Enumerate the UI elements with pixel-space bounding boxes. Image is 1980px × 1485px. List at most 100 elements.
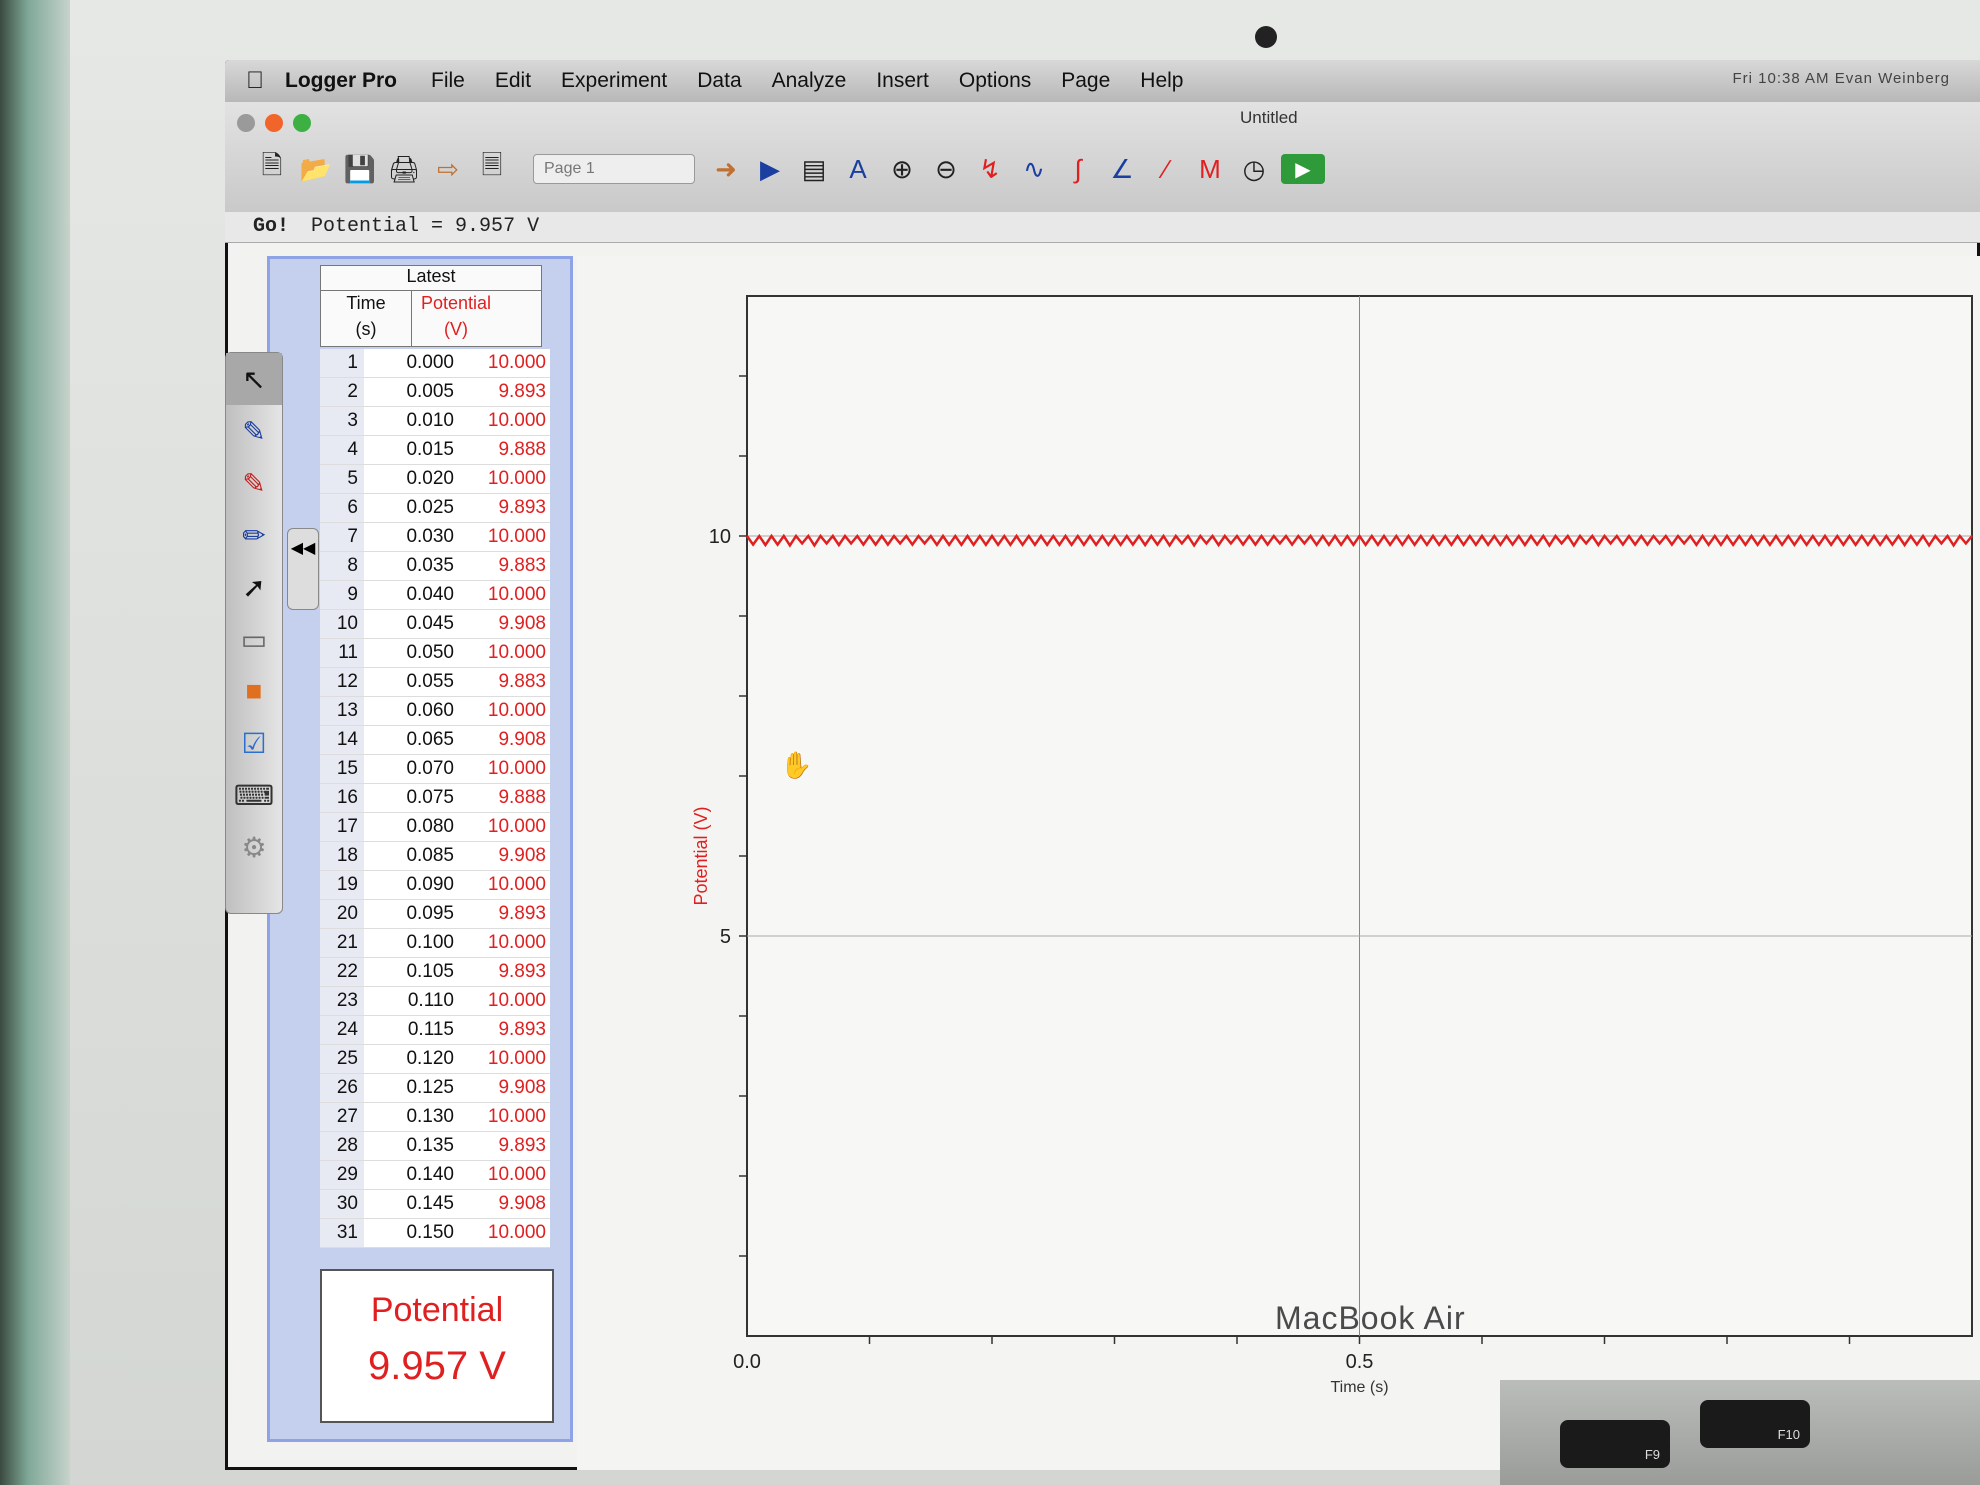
table-row[interactable]: 19 0.090 10.000 xyxy=(320,871,550,900)
cell-potential[interactable]: 9.893 xyxy=(498,1135,546,1156)
export-icon[interactable]: 🗏 xyxy=(481,150,503,180)
tangent-icon[interactable]: ∿ xyxy=(1023,153,1045,184)
cell-time[interactable]: 0.070 xyxy=(406,758,454,779)
cell-potential[interactable]: 9.893 xyxy=(498,961,546,982)
table-row[interactable]: 25 0.120 10.000 xyxy=(320,1045,550,1074)
cell-potential[interactable]: 10.000 xyxy=(487,1164,546,1185)
collapse-palette-button[interactable]: ◀◀ xyxy=(287,528,319,610)
zoom-window-button[interactable] xyxy=(293,114,311,132)
next-page-icon[interactable]: ➜ xyxy=(715,153,737,184)
zoom-in-icon[interactable]: ⊕ xyxy=(891,153,913,184)
table-row[interactable]: 7 0.030 10.000 xyxy=(320,523,550,552)
eraser-icon[interactable]: ▭ xyxy=(240,623,268,655)
cell-potential[interactable]: 9.908 xyxy=(498,1193,546,1214)
data-set-title[interactable]: Latest xyxy=(321,266,541,291)
keyboard-icon[interactable]: ⌨ xyxy=(233,779,275,811)
cell-time[interactable]: 0.015 xyxy=(406,439,454,460)
marker-icon[interactable]: ✏ xyxy=(242,519,266,551)
page-select[interactable]: Page 1 xyxy=(533,154,695,184)
cell-potential[interactable]: 9.893 xyxy=(498,381,546,402)
cell-potential[interactable]: 10.000 xyxy=(487,932,546,953)
cell-time[interactable]: 0.135 xyxy=(406,1135,454,1156)
line-tool-icon[interactable]: ➚ xyxy=(242,571,266,603)
cell-potential[interactable]: 9.888 xyxy=(498,787,546,808)
menu-data[interactable]: Data xyxy=(697,69,742,92)
cell-time[interactable]: 0.045 xyxy=(406,613,454,634)
cell-time[interactable]: 0.010 xyxy=(406,410,454,431)
timer-icon[interactable]: ◷ xyxy=(1242,153,1266,184)
examine-icon[interactable]: ↯ xyxy=(979,153,1001,184)
linear-fit-icon[interactable]: ∕ xyxy=(1163,153,1169,184)
cell-time[interactable]: 0.130 xyxy=(406,1106,454,1127)
table-row[interactable]: 10 0.045 9.908 xyxy=(320,610,550,639)
digital-meter[interactable]: Potential 9.957 V xyxy=(320,1269,554,1423)
cell-potential[interactable]: 10.000 xyxy=(487,1048,546,1069)
cell-time[interactable]: 0.110 xyxy=(407,990,454,1011)
save-icon[interactable]: 💾 xyxy=(343,153,377,184)
table-row[interactable]: 11 0.050 10.000 xyxy=(320,639,550,668)
cell-time[interactable]: 0.095 xyxy=(406,903,454,924)
arrow-pointer-icon[interactable]: ↖ xyxy=(226,353,282,405)
cell-time[interactable]: 0.040 xyxy=(406,584,454,605)
table-row[interactable]: 3 0.010 10.000 xyxy=(320,407,550,436)
close-window-button[interactable] xyxy=(237,114,255,132)
menu-app-name[interactable]: Logger Pro xyxy=(285,69,398,92)
table-row[interactable]: 28 0.135 9.893 xyxy=(320,1132,550,1161)
cell-time[interactable]: 0.120 xyxy=(406,1048,454,1069)
cell-time[interactable]: 0.140 xyxy=(406,1164,454,1185)
column-header-potential[interactable]: Potential (V) xyxy=(411,290,501,346)
cell-potential[interactable]: 10.000 xyxy=(487,758,546,779)
table-row[interactable]: 29 0.140 10.000 xyxy=(320,1161,550,1190)
cell-potential[interactable]: 9.893 xyxy=(498,903,546,924)
cell-potential[interactable]: 10.000 xyxy=(487,700,546,721)
pen-icon[interactable]: ✎ xyxy=(242,415,266,447)
table-row[interactable]: 16 0.075 9.888 xyxy=(320,784,550,813)
cell-time[interactable]: 0.050 xyxy=(406,642,454,663)
cell-time[interactable]: 0.115 xyxy=(407,1019,454,1040)
new-file-icon[interactable]: 🗎 xyxy=(261,150,283,180)
cell-potential[interactable]: 9.883 xyxy=(498,671,546,692)
cell-potential[interactable]: 9.888 xyxy=(498,439,546,460)
cell-time[interactable]: 0.150 xyxy=(406,1222,454,1243)
print-icon[interactable]: 🖨 xyxy=(387,153,421,184)
cell-time[interactable]: 0.100 xyxy=(406,932,454,953)
table-row[interactable]: 12 0.055 9.883 xyxy=(320,668,550,697)
cell-time[interactable]: 0.145 xyxy=(406,1193,454,1214)
cell-potential[interactable]: 9.908 xyxy=(498,613,546,634)
cell-time[interactable]: 0.105 xyxy=(406,961,454,982)
menu-help[interactable]: Help xyxy=(1140,69,1184,92)
table-row[interactable]: 22 0.105 9.893 xyxy=(320,958,550,987)
cell-potential[interactable]: 10.000 xyxy=(487,816,546,837)
column-header-time[interactable]: Time (s) xyxy=(321,290,412,346)
cell-potential[interactable]: 10.000 xyxy=(487,526,546,547)
cell-time[interactable]: 0.020 xyxy=(406,468,454,489)
minimize-window-button[interactable] xyxy=(265,114,283,132)
table-row[interactable]: 15 0.070 10.000 xyxy=(320,755,550,784)
menu-analyze[interactable]: Analyze xyxy=(771,69,847,92)
open-folder-icon[interactable]: 📂 xyxy=(299,153,333,184)
settings-icon[interactable]: ⚙ xyxy=(241,831,267,863)
menu-file[interactable]: File xyxy=(431,69,465,92)
cell-time[interactable]: 0.080 xyxy=(406,816,454,837)
cell-potential[interactable]: 9.893 xyxy=(498,497,546,518)
cell-potential[interactable]: 9.908 xyxy=(498,845,546,866)
table-row[interactable]: 6 0.025 9.893 xyxy=(320,494,550,523)
cell-potential[interactable]: 10.000 xyxy=(487,642,546,663)
cell-potential[interactable]: 9.908 xyxy=(498,729,546,750)
table-row[interactable]: 17 0.080 10.000 xyxy=(320,813,550,842)
cell-time[interactable]: 0.065 xyxy=(406,729,454,750)
shapes-icon[interactable]: ■ xyxy=(245,675,263,706)
cell-potential[interactable]: 10.000 xyxy=(487,410,546,431)
autoscale-icon[interactable]: A xyxy=(849,153,867,184)
table-row[interactable]: 27 0.130 10.000 xyxy=(320,1103,550,1132)
cell-potential[interactable]: 10.000 xyxy=(487,352,546,373)
menu-options[interactable]: Options xyxy=(958,69,1032,92)
cell-time[interactable]: 0.125 xyxy=(406,1077,454,1098)
cell-time[interactable]: 0.025 xyxy=(406,497,454,518)
graph-area[interactable]: 5 10 0.0 0.5 Time (s) Potential (V) xyxy=(577,256,1980,1470)
table-row[interactable]: 23 0.110 10.000 xyxy=(320,987,550,1016)
table-row[interactable]: 26 0.125 9.908 xyxy=(320,1074,550,1103)
highlighter-icon[interactable]: ✎ xyxy=(242,467,266,499)
menu-experiment[interactable]: Experiment xyxy=(561,69,668,92)
cell-potential[interactable]: 9.883 xyxy=(498,555,546,576)
